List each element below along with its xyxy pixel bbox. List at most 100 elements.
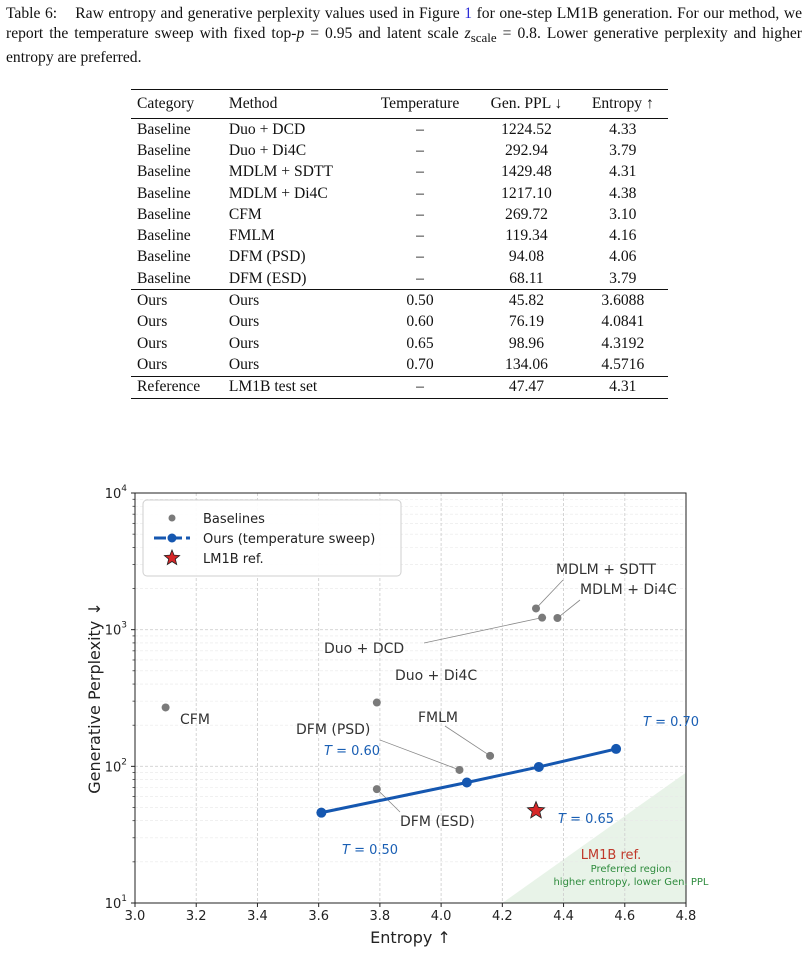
baseline-point [161,703,170,712]
cell-gen-ppl: 134.06 [505,355,548,373]
cell-entropy: 4.0841 [601,313,645,331]
reference-rows: Reference LM1B test set – 47.47 4.31 [131,376,668,399]
baseline-rows: Baseline Duo + DCD – 1224.52 4.33 Baseline Duo… [131,119,668,290]
cell-gen-ppl: 1429.48 [501,163,552,181]
legend-swatch-reference [163,548,181,566]
table-row: Baseline FMLM – 119.34 4.16 [131,225,668,246]
cell-method: DFM (PSD) [228,248,306,266]
leader-line [557,599,581,619]
cell-temperature: – [416,205,424,223]
table-row: Baseline Duo + Di4C – 292.94 3.79 [131,140,668,161]
cell-category: Baseline [137,269,191,287]
x-tick-label: 4.2 [492,909,513,924]
x-tick-label: 3.4 [247,909,268,924]
reference-star [526,800,546,819]
cell-method: FMLM [228,227,275,245]
leader-line [423,617,543,644]
caption-text: Raw entropy and generative perplexity va… [75,5,460,22]
table-row: Baseline CFM – 269.72 3.10 [131,204,668,225]
cell-temperature: – [416,248,424,266]
baseline-point [553,614,562,623]
leader-line [376,788,401,813]
baseline-label: DFM (PSD) [296,722,370,738]
cell-temperature: 0.65 [406,334,434,352]
x-axis-label: Entropy ↑ [370,928,451,947]
cell-gen-ppl: 47.47 [508,378,545,396]
figure-ref-link[interactable]: 1 [464,5,473,22]
cell-method: Duo + DCD [228,120,306,138]
cell-category: Ours [137,334,168,352]
legend-box [142,499,402,577]
baseline-point [532,604,541,613]
cell-entropy: 4.31 [609,378,637,396]
cell-entropy: 4.38 [609,184,637,202]
cell-method: Duo + Di4C [228,141,307,159]
cell-entropy: 4.5716 [601,355,645,373]
cell-category: Baseline [137,163,191,181]
x-tick-label: 4.6 [614,909,635,924]
y-axis-label: Generative Perplexity ↓ [85,602,104,794]
legend-label: Baselines [203,512,265,527]
x-tick-label: 3.8 [370,909,391,924]
baseline-label: MDLM + SDTT [556,562,656,578]
ours-point [611,743,622,754]
cell-entropy: 4.33 [609,120,637,138]
cell-temperature: – [416,378,424,396]
entropy-ppl-chart: 3.0 3.2 3.4 3.6 3.8 4.0 4.2 4.4 4.6 4.8 101 102 103 1… [85,484,709,947]
table-row: Baseline MDLM + Di4C – 1217.10 4.38 [131,183,668,204]
baseline-point [372,698,381,707]
baseline-label: Duo + Di4C [395,668,477,684]
table-row: Ours Ours 0.60 76.19 4.0841 [131,312,668,333]
y-tick-label: 102 [105,757,127,775]
leader-line [379,739,460,771]
caption-label: Table 6: [6,5,58,22]
preferred-region-label: Preferred region [591,864,672,875]
cell-method: MDLM + Di4C [228,184,328,202]
x-tick-label: 3.2 [186,909,207,924]
table-row: Baseline MDLM + SDTT – 1429.48 4.31 [131,162,668,183]
x-tick-label: 4.8 [676,909,697,924]
cell-entropy: 4.06 [609,248,637,266]
cell-gen-ppl: 119.34 [505,227,548,245]
cell-entropy: 4.3192 [601,334,645,352]
cell-gen-ppl: 98.96 [508,334,545,352]
table-row: Ours Ours 0.65 98.96 4.3192 [131,333,668,354]
baseline-point [538,613,547,622]
cell-method: Ours [228,313,260,331]
x-tick-label: 4.4 [553,909,574,924]
cell-temperature: 0.60 [406,313,434,331]
header-method: Method [228,95,278,112]
cell-gen-ppl: 292.94 [505,141,548,159]
cell-temperature: – [416,269,424,287]
ours-point [461,777,472,788]
cell-gen-ppl: 1217.10 [501,184,552,202]
cell-gen-ppl: 1224.52 [501,120,552,138]
table-row: Baseline DFM (PSD) – 94.08 4.06 [131,247,668,268]
plot-frame [134,492,687,904]
leader-line [535,579,564,609]
ours-line [321,747,617,815]
cell-entropy: 3.79 [609,269,637,287]
baseline-label: FMLM [418,710,458,726]
cell-category: Baseline [137,248,191,266]
ours-point [533,761,544,772]
cell-gen-ppl: 94.08 [508,248,545,266]
baseline-point [455,765,464,774]
ours-rows: Ours Ours 0.50 45.82 3.6088 Ours Ours 0.60 76.19… [131,290,668,377]
cell-category: Ours [137,292,168,310]
cell-category: Ours [137,355,168,373]
cell-category: Baseline [137,141,191,159]
cell-temperature: 0.70 [406,355,434,373]
legend-swatch-baselines [168,514,176,522]
cell-category: Ours [137,313,168,331]
cell-temperature: – [416,120,424,138]
cell-entropy: 3.79 [609,141,637,159]
cell-temperature: – [416,184,424,202]
x-tick-label: 3.0 [125,909,146,924]
baseline-label: CFM [180,712,210,728]
table-header-row: Category Method Temperature Gen. PPL ↓ E… [131,89,668,119]
reference-label: LM1B ref. [581,848,642,863]
header-category: Category [137,95,195,112]
table-row: Baseline Duo + DCD – 1224.52 4.33 [131,119,668,141]
cell-entropy: 3.6088 [601,292,645,310]
